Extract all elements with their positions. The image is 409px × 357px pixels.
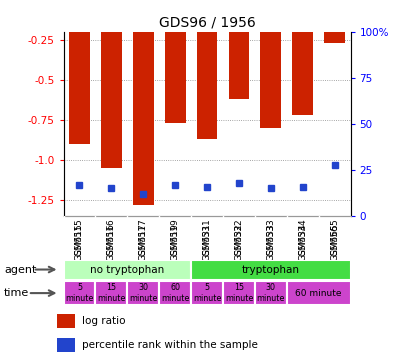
Bar bbox=[133, 32, 153, 205]
Text: 30
minute: 30 minute bbox=[129, 283, 157, 303]
Text: agent: agent bbox=[4, 265, 36, 275]
Text: 60
minute: 60 minute bbox=[161, 283, 189, 303]
Bar bbox=[254, 281, 286, 305]
Text: no tryptophan: no tryptophan bbox=[90, 265, 164, 275]
Bar bbox=[56, 338, 75, 352]
Text: GSM516: GSM516 bbox=[107, 218, 116, 256]
Text: tryptophan: tryptophan bbox=[241, 265, 299, 275]
Text: GSM565: GSM565 bbox=[329, 218, 338, 256]
Bar bbox=[56, 315, 75, 328]
Bar bbox=[95, 281, 127, 305]
Bar bbox=[63, 281, 95, 305]
Text: 60 minute: 60 minute bbox=[295, 288, 341, 298]
Bar bbox=[286, 281, 350, 305]
Text: percentile rank within the sample: percentile rank within the sample bbox=[82, 340, 257, 350]
Text: 15
minute: 15 minute bbox=[224, 283, 252, 303]
Text: GSM532: GSM532 bbox=[234, 218, 243, 256]
Text: GSM534: GSM534 bbox=[297, 218, 306, 256]
Bar bbox=[228, 32, 249, 99]
Bar bbox=[164, 32, 185, 123]
Bar bbox=[101, 32, 121, 168]
Text: 30
minute: 30 minute bbox=[256, 283, 284, 303]
Bar bbox=[69, 32, 90, 144]
Bar bbox=[324, 32, 344, 43]
Bar bbox=[196, 32, 217, 139]
Bar bbox=[127, 281, 159, 305]
Text: 5
minute: 5 minute bbox=[192, 283, 221, 303]
Text: GSM517: GSM517 bbox=[138, 218, 147, 256]
Bar bbox=[63, 260, 191, 280]
Bar bbox=[191, 260, 350, 280]
Text: GSM515: GSM515 bbox=[75, 218, 84, 256]
Title: GDS96 / 1956: GDS96 / 1956 bbox=[158, 16, 255, 30]
Text: 5
minute: 5 minute bbox=[65, 283, 93, 303]
Bar bbox=[191, 281, 222, 305]
Bar bbox=[159, 281, 191, 305]
Bar bbox=[260, 32, 281, 128]
Bar bbox=[222, 281, 254, 305]
Text: log ratio: log ratio bbox=[82, 316, 125, 326]
Text: 15
minute: 15 minute bbox=[97, 283, 125, 303]
Text: time: time bbox=[4, 288, 29, 298]
Bar bbox=[292, 32, 312, 115]
Text: GSM531: GSM531 bbox=[202, 218, 211, 256]
Text: GSM533: GSM533 bbox=[266, 218, 275, 256]
Text: GSM519: GSM519 bbox=[170, 218, 179, 256]
